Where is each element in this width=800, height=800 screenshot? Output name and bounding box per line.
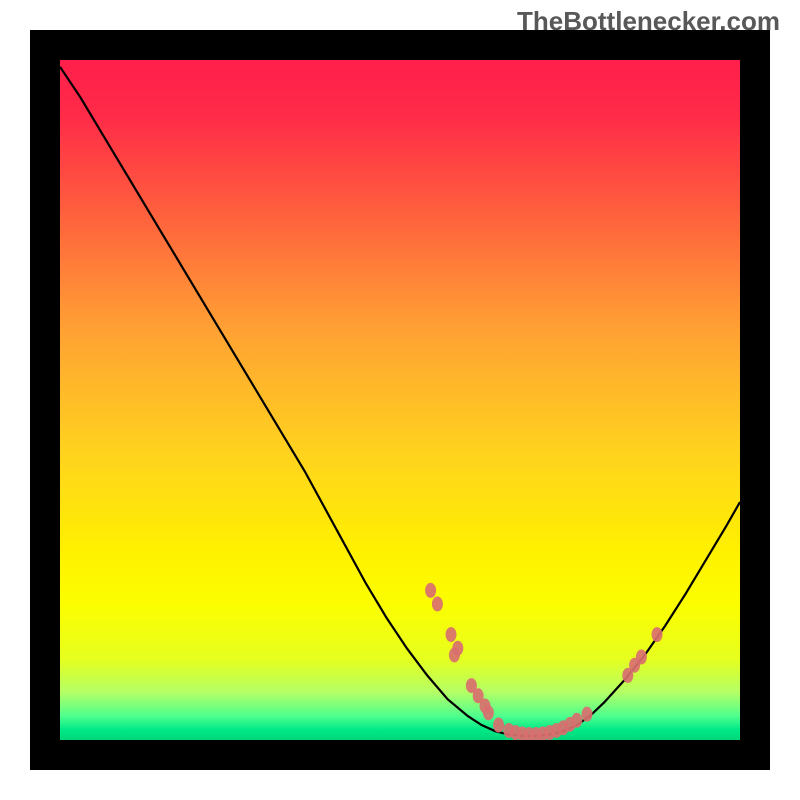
gpu-marker: [493, 718, 504, 733]
gpu-marker: [483, 705, 494, 720]
gpu-marker: [636, 650, 647, 665]
gpu-marker: [582, 707, 593, 722]
plot-area: [60, 60, 740, 740]
plot-svg: [60, 60, 740, 740]
gpu-marker: [571, 713, 582, 728]
chart-canvas: TheBottlenecker.com: [0, 0, 800, 800]
gpu-marker: [449, 648, 460, 663]
gpu-marker: [446, 627, 457, 642]
gpu-marker: [652, 627, 663, 642]
gpu-marker: [425, 583, 436, 598]
gpu-marker: [432, 597, 443, 612]
